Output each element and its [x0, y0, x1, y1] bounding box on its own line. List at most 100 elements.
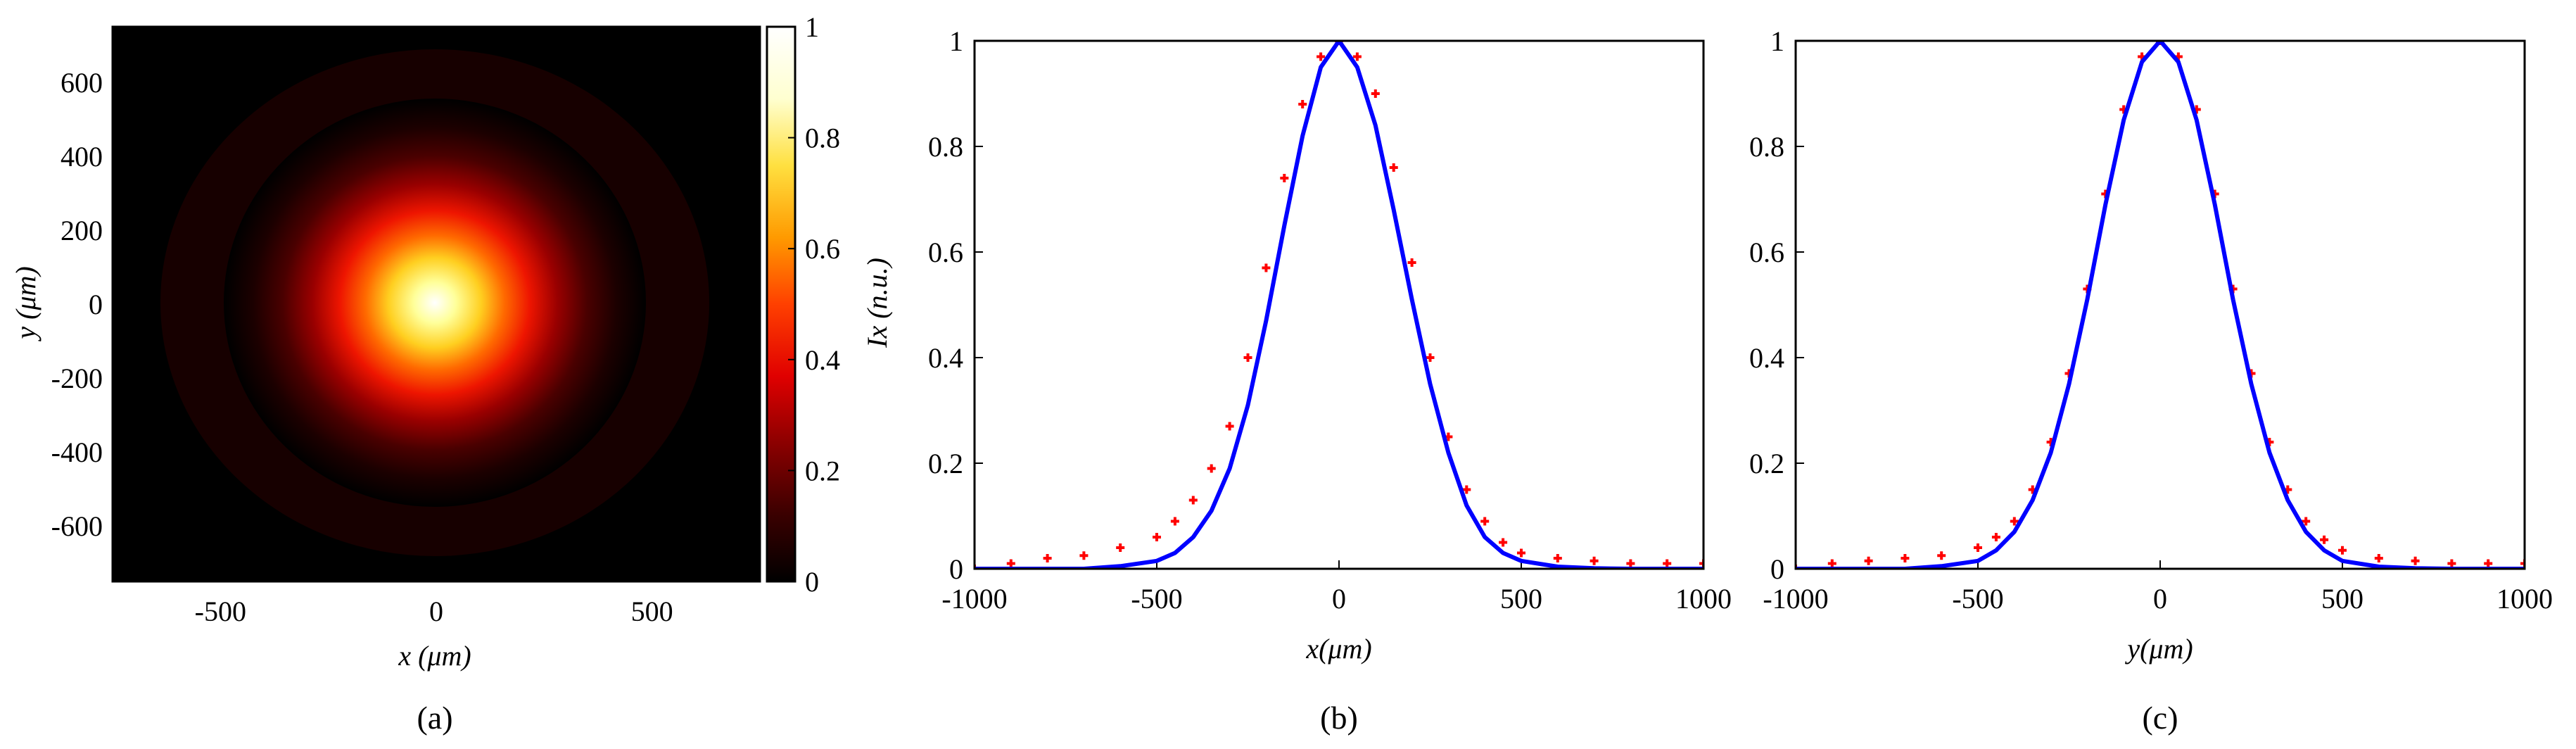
panel-b-y-axis-label: Ix (n.u.) — [861, 258, 893, 348]
colorbar-tick-label: 0.8 — [805, 122, 840, 154]
panel-b-series-0-point — [1116, 543, 1125, 552]
panel-c-ticks: 0 0.2 0.4 0.6 0.8 1 -1000 -500 0 500 1000 — [1749, 25, 2553, 615]
panel-b-series-0-point — [1170, 517, 1179, 526]
panel-b-series-0-point — [1243, 353, 1252, 362]
panel-b-y-tick-label: 0.2 — [928, 448, 963, 479]
panel-c-y-tick-label: 0.6 — [1749, 237, 1784, 268]
caption-c: (c) — [2142, 700, 2178, 736]
panel-b-series-0-point — [1626, 559, 1635, 568]
panel-c-x-axis-label: y(μm) — [2124, 633, 2193, 665]
panel-b-series-0-point — [1462, 485, 1471, 494]
x-tick-label: -500 — [195, 596, 246, 627]
y-tick-label: -200 — [51, 363, 103, 394]
panel-b-series-0-point — [1371, 89, 1380, 98]
panel-c-y-tick-label: 0 — [1770, 553, 1784, 585]
panel-b-series-0-point — [1480, 517, 1490, 526]
panel-b-series — [975, 41, 1703, 569]
panel-b-series-0-point — [1006, 559, 1015, 568]
panel-c-series-0-point — [2338, 546, 2347, 555]
panel-c-x-tick-label: 1000 — [2496, 583, 2553, 615]
heatmap-beam — [224, 99, 646, 507]
panel-b-x-tick-label: -500 — [1131, 583, 1182, 615]
heatmap-x-ticks: -500 0 500 — [195, 574, 673, 627]
panel-b-ticks: 0 0.2 0.4 0.6 0.8 1 -1000 -500 0 500 1000 — [928, 25, 1732, 615]
panel-b-y-tick-label: 0 — [949, 553, 963, 585]
panel-b-series-0-point — [1389, 163, 1398, 172]
panel-c-series-0-point — [2484, 559, 2493, 568]
heatmap-y-ticks: 600 400 200 0 -200 -400 -600 — [51, 67, 120, 542]
panel-c-axes-frame — [1794, 39, 2526, 570]
panel-b-series-0-point — [1280, 174, 1289, 182]
panel-c-series-1-line — [1796, 41, 2525, 569]
panel-c-series-0-point — [2374, 554, 2383, 562]
colorbar-tick-label: 0 — [805, 566, 819, 598]
colorbar-ticks: 0 0.2 0.4 0.6 0.8 1 — [788, 11, 840, 598]
panel-b-x-tick-label: 500 — [1500, 583, 1542, 615]
panel-c-series-0-point — [1974, 543, 1982, 552]
panel-c-x-tick-label: 0 — [2153, 583, 2167, 615]
panel-c-series-0-point — [1937, 551, 1946, 560]
y-tick-label: -400 — [51, 436, 103, 468]
panel-c-x-tick-label: -500 — [1952, 583, 2003, 615]
panel-b-series-0-point — [1188, 496, 1198, 505]
panel-b-axes-frame — [973, 39, 1705, 570]
panel-c-y-tick-label: 1 — [1770, 25, 1784, 57]
panel-c-y-tick-label: 0.2 — [1749, 448, 1784, 479]
panel-b-series-0-point — [1499, 538, 1508, 547]
colorbar-tick-label: 1 — [805, 11, 819, 43]
y-tick-label: 0 — [89, 289, 103, 320]
panel-c-x-tick-label: 500 — [2321, 583, 2364, 615]
panel-b-series-0-point — [1262, 263, 1271, 272]
heatmap-x-axis-label: x (μm) — [398, 640, 471, 672]
panel-b-series-0-point — [1699, 559, 1703, 568]
panel-b-series-0-point — [1553, 554, 1562, 562]
y-tick-label: 200 — [61, 215, 103, 246]
colorbar — [766, 25, 797, 583]
panel-b-x-tick-label: 1000 — [1675, 583, 1732, 615]
panel-b-series-0-point — [1316, 52, 1326, 61]
panel-b-series-0-point — [1352, 52, 1362, 61]
panel-c-series-0-point — [1827, 559, 1836, 568]
colorbar-tick-label: 0.6 — [805, 233, 840, 265]
panel-c-series-0-point — [1991, 533, 2000, 541]
panel-b-series-0-point — [1517, 548, 1525, 558]
panel-b: 0 0.2 0.4 0.6 0.8 1 -1000 -500 0 500 1000 x(μm) Ix… — [861, 25, 1732, 736]
panel-c-y-tick-label: 0.8 — [1749, 131, 1784, 163]
panel-b-x-tick-label: 0 — [1332, 583, 1346, 615]
panel-b-series-0-point — [1426, 353, 1435, 362]
x-tick-label: 500 — [631, 596, 673, 627]
x-tick-label: 0 — [429, 596, 443, 627]
panel-b-series-0-point — [1298, 100, 1307, 108]
panel-b-series-0-point — [1079, 551, 1089, 560]
colorbar-tick-label: 0.4 — [805, 344, 840, 376]
y-tick-label: 600 — [61, 67, 103, 99]
panel-c: 0 0.2 0.4 0.6 0.8 1 -1000 -500 0 500 1000 y(μm) (c… — [1749, 25, 2553, 736]
heatmap-y-axis-label: y (μm) — [10, 266, 42, 341]
panel-c-series-0-point — [2520, 559, 2525, 568]
panel-c-series-0-point — [1864, 556, 1873, 565]
colorbar-tick-label: 0.2 — [805, 455, 840, 486]
y-tick-label: 400 — [61, 141, 103, 172]
panel-b-series-0-point — [1153, 533, 1161, 541]
panel-b-series-0-point — [1207, 464, 1216, 473]
panel-b-series-0-point — [1590, 556, 1599, 565]
y-tick-label: -600 — [51, 510, 103, 542]
panel-b-series-1-line — [975, 41, 1703, 569]
panel-c-series-0-point — [2302, 517, 2311, 526]
panel-c-series-0-point — [2010, 517, 2019, 526]
panel-c-series-0-point — [2447, 559, 2456, 568]
panel-c-y-tick-label: 0.4 — [1749, 342, 1784, 374]
panel-c-series-0-point — [2411, 556, 2420, 565]
panel-b-series-0-point — [1407, 258, 1416, 267]
panel-b-y-tick-label: 0.4 — [928, 342, 963, 374]
panel-b-x-tick-label: -1000 — [941, 583, 1007, 615]
panel-b-series-0-point — [1043, 554, 1052, 562]
panel-b-series-0-point — [1225, 422, 1234, 431]
panel-b-y-tick-label: 0.8 — [928, 131, 963, 163]
panel-a: 600 400 200 0 -200 -400 -600 -500 0 500 x (μm) y… — [10, 11, 840, 736]
panel-b-x-axis-label: x(μm) — [1305, 633, 1371, 665]
panel-b-series-0-point — [1663, 559, 1672, 568]
caption-a: (a) — [417, 700, 452, 736]
